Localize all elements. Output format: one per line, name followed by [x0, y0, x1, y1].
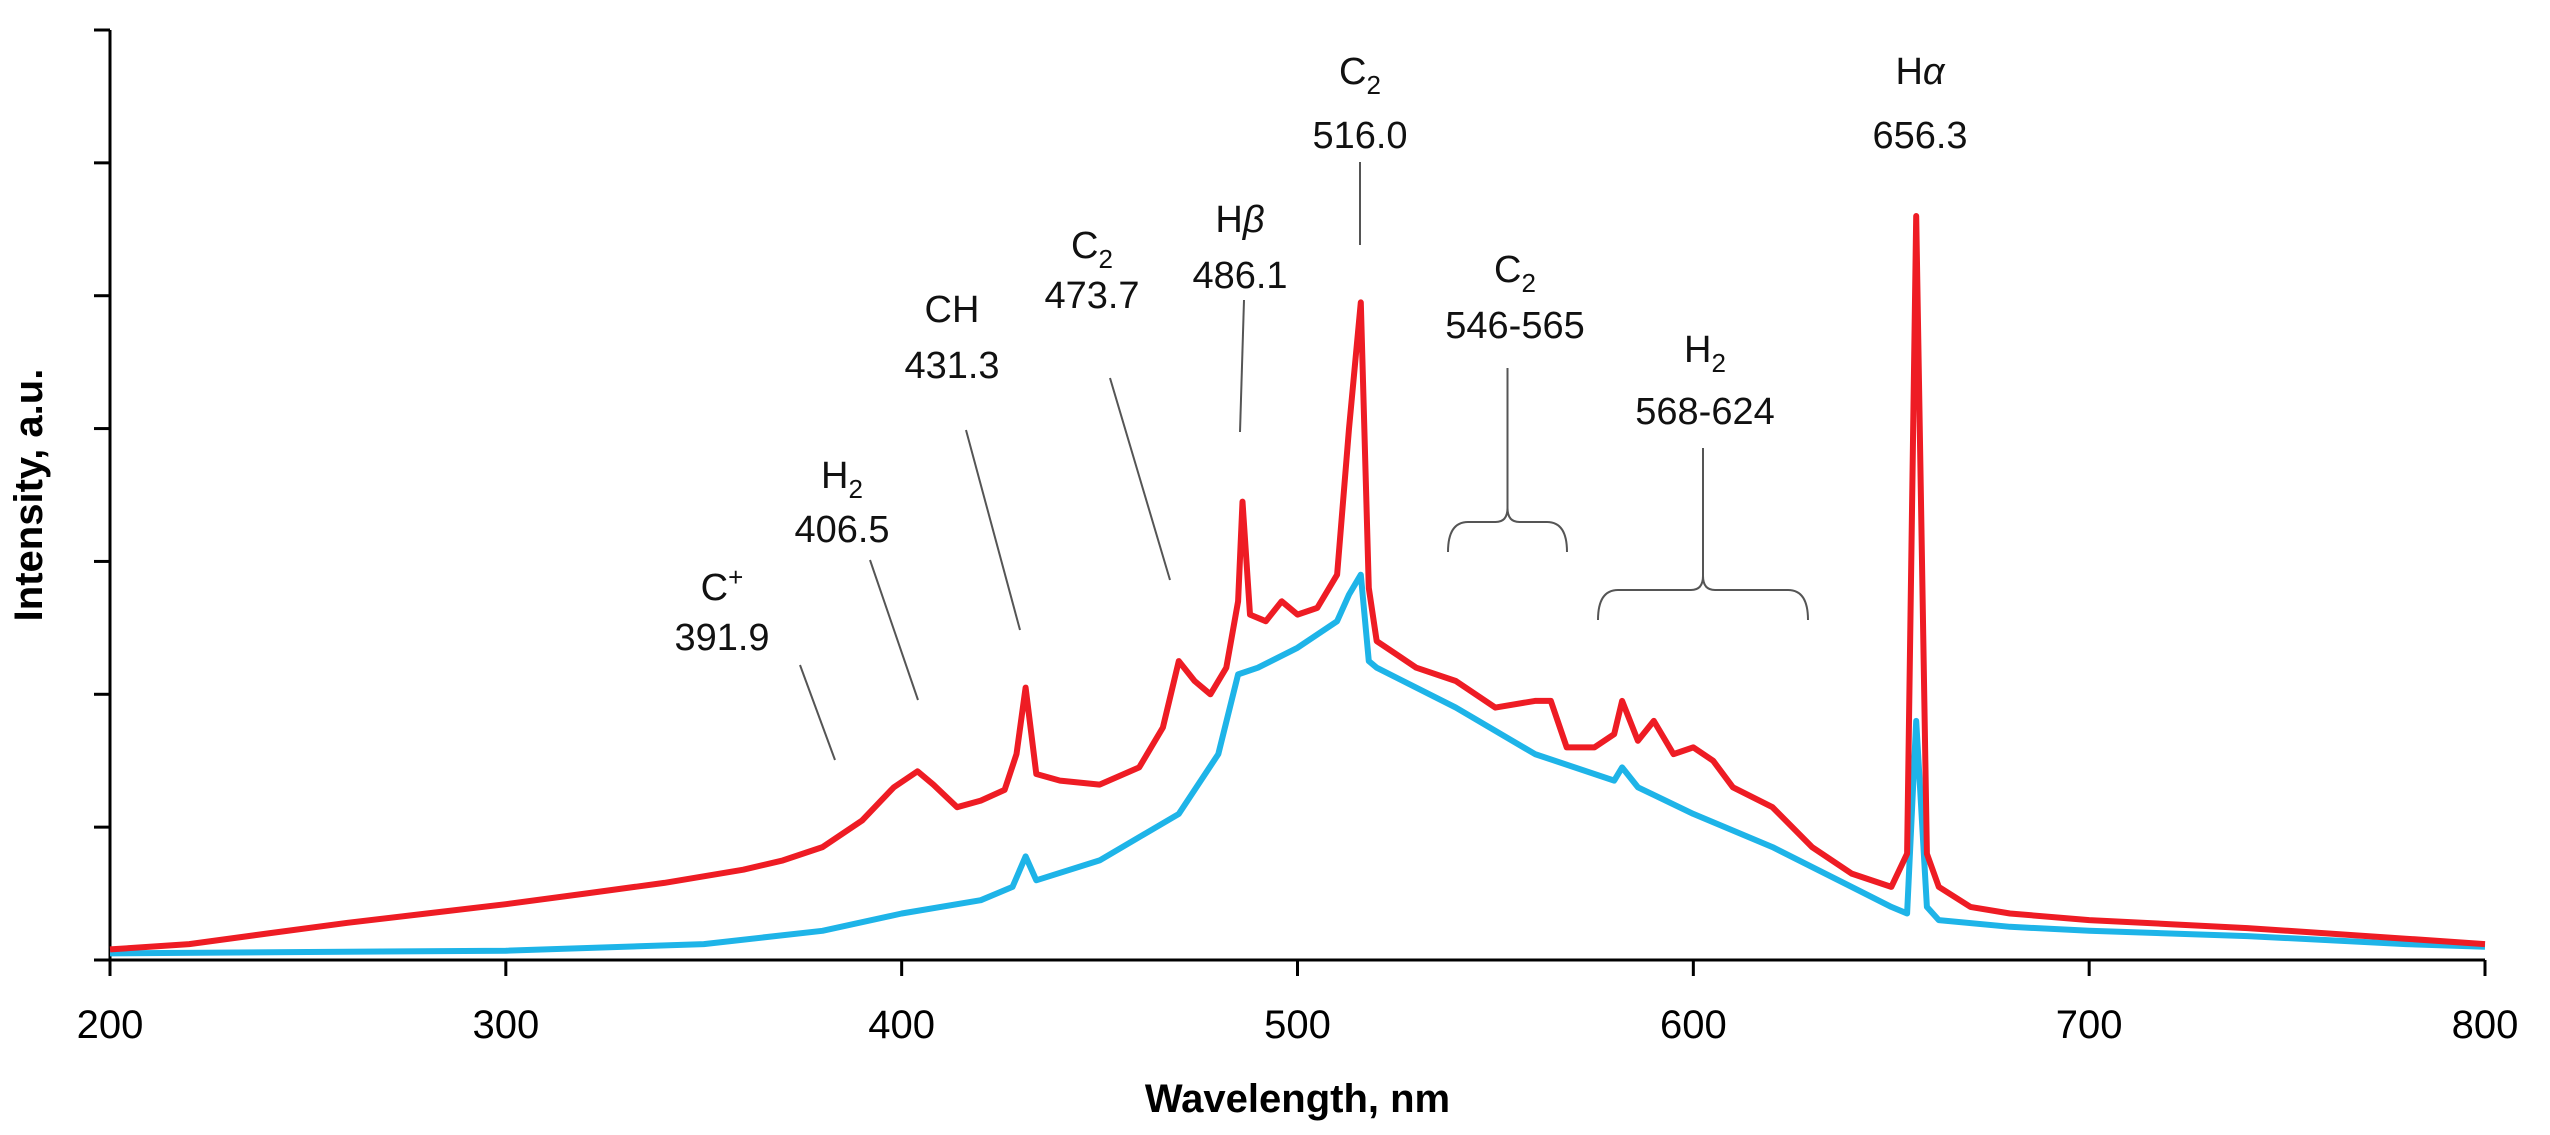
annotation-wavelength: 431.3: [904, 345, 999, 387]
species-name: C: [1494, 249, 1521, 291]
species-subscript: 2: [848, 474, 862, 504]
x-tick-label: 600: [1660, 1003, 1727, 1047]
x-tick-label: 200: [77, 1003, 144, 1047]
annotation-leader: [869, 559, 919, 701]
annotation-layer: C+391.9H2406.5CH431.3C2473.7Hβ486.1C2516…: [674, 51, 1968, 761]
species-name: CH: [925, 289, 980, 331]
x-tick-label: 800: [2452, 1003, 2519, 1047]
annotation-wavelength: 486.1: [1192, 255, 1287, 297]
annotation-7: H2 568-624: [1597, 329, 1809, 621]
annotation-leader: [1239, 299, 1245, 433]
annotation-species: H2: [1684, 329, 1726, 378]
series-layer: [109, 213, 2486, 957]
annotation-species: Hβ: [1215, 199, 1264, 241]
annotation-brace: [1597, 575, 1809, 621]
annotation-wavelength: 656.3: [1872, 115, 1967, 157]
annotation-leader: [1109, 377, 1171, 581]
x-axis-title: Wavelength, nm: [1145, 1077, 1450, 1121]
annotation-species: CH: [925, 289, 980, 331]
species-subscript: 2: [1366, 70, 1380, 100]
annotation-6: C2 546-565: [1445, 249, 1585, 553]
species-subscript: 2: [1521, 268, 1535, 298]
annotation-wavelength: 473.7: [1044, 275, 1139, 317]
axes: 200 300 400 500 600 700 800: [77, 28, 2519, 1047]
annotation-wavelength: 546-565: [1445, 305, 1584, 347]
annotation-leader: [965, 429, 1021, 631]
annotation-1: H2 406.5: [794, 455, 919, 701]
x-tick-label: 300: [472, 1003, 539, 1047]
species-subscript: 2: [1098, 244, 1112, 274]
species-name: C: [701, 567, 728, 609]
annotation-wavelength: 391.9: [674, 617, 769, 659]
annotation-species: C2: [1339, 51, 1381, 100]
annotation-species: H2: [821, 455, 863, 504]
annotation-species: C2: [1071, 225, 1113, 274]
annotation-0: C+391.9: [674, 562, 836, 761]
x-tick-label: 500: [1264, 1003, 1331, 1047]
annotation-2: CH 431.3: [904, 289, 1021, 631]
species-name: C: [1071, 225, 1098, 267]
species-greek: β: [1242, 199, 1265, 241]
series-line-blue: [109, 571, 2486, 957]
annotation-wavelength: 406.5: [794, 509, 889, 551]
series-line-red: [109, 213, 2486, 953]
annotation-5: C2 516.0: [1312, 51, 1408, 245]
species-name: H: [1684, 329, 1711, 371]
species-name: H: [821, 455, 848, 497]
species-name: C: [1339, 51, 1366, 93]
species-greek: α: [1923, 51, 1946, 93]
annotation-4: Hβ 486.1: [1192, 199, 1288, 433]
annotation-species: Hα: [1895, 51, 1945, 93]
annotation-brace: [1447, 507, 1568, 553]
species-name: H: [1215, 199, 1242, 241]
species-name: H: [1895, 51, 1922, 93]
annotation-species: C2: [1494, 249, 1536, 298]
species-superscript: +: [728, 562, 743, 592]
annotation-wavelength: 568-624: [1635, 391, 1774, 433]
x-tick-label: 400: [868, 1003, 935, 1047]
annotation-wavelength: 516.0: [1312, 115, 1407, 157]
species-subscript: 2: [1711, 348, 1725, 378]
y-axis-title: Intensity, a.u.: [7, 369, 51, 622]
x-tick-label: 700: [2056, 1003, 2123, 1047]
annotation-species: C+: [701, 562, 744, 609]
annotation-8: Hα 656.3: [1872, 51, 1967, 157]
annotation-leader: [799, 664, 836, 761]
